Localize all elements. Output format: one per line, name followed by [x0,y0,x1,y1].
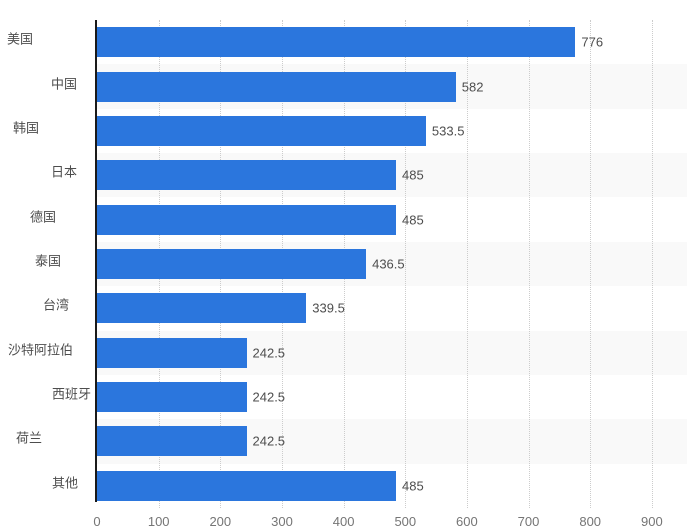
bar[interactable] [97,426,247,457]
category-label: 其他 [52,475,79,491]
x-tick-label: 600 [456,514,478,529]
category-label: 中国 [51,76,78,91]
x-tick-label: 100 [147,514,170,529]
x-tick-label: 200 [209,514,232,529]
bar[interactable] [97,204,396,235]
x-tick-label: 900 [641,514,663,529]
value-label: 533.5 [431,123,465,139]
x-tick-label: 400 [332,514,355,529]
category-label: 美国 [7,31,34,47]
value-label: 485 [402,167,424,183]
category-label: 德国 [30,209,57,225]
value-label: 242.5 [252,389,286,405]
x-tick-label: 700 [517,514,540,529]
x-tick-label: 500 [394,514,417,529]
value-label: 436.5 [372,256,405,272]
value-label: 242.5 [252,433,286,449]
category-label: 泰国 [35,253,62,269]
category-label: 西班牙 [52,386,92,402]
bar[interactable] [97,337,247,368]
value-label: 339.5 [312,300,345,316]
value-label: 582 [461,79,484,94]
bar[interactable] [97,27,576,58]
gridline [528,20,530,508]
gridline [651,20,653,508]
x-tick-label: 800 [579,514,602,529]
y-axis-line [95,20,97,502]
category-label: 沙特阿拉伯 [8,342,74,358]
category-label: 台湾 [43,297,70,313]
value-label: 242.5 [252,345,286,361]
value-label: 485 [402,212,424,228]
bar[interactable] [97,115,426,146]
x-tick-label: 0 [93,514,101,529]
bar[interactable] [97,71,456,102]
value-label: 485 [402,478,424,494]
category-label: 日本 [51,164,78,180]
category-label: 荷兰 [16,430,43,446]
bar[interactable] [97,160,396,191]
bar[interactable] [97,293,307,324]
category-label: 韩国 [13,120,40,136]
bar[interactable] [97,382,247,413]
bar[interactable] [97,249,367,279]
x-tick-label: 300 [271,514,293,529]
gridline [590,20,592,508]
bar[interactable] [97,470,396,501]
gridline [466,20,468,508]
value-label: 776 [581,34,604,50]
gridline [405,20,407,508]
